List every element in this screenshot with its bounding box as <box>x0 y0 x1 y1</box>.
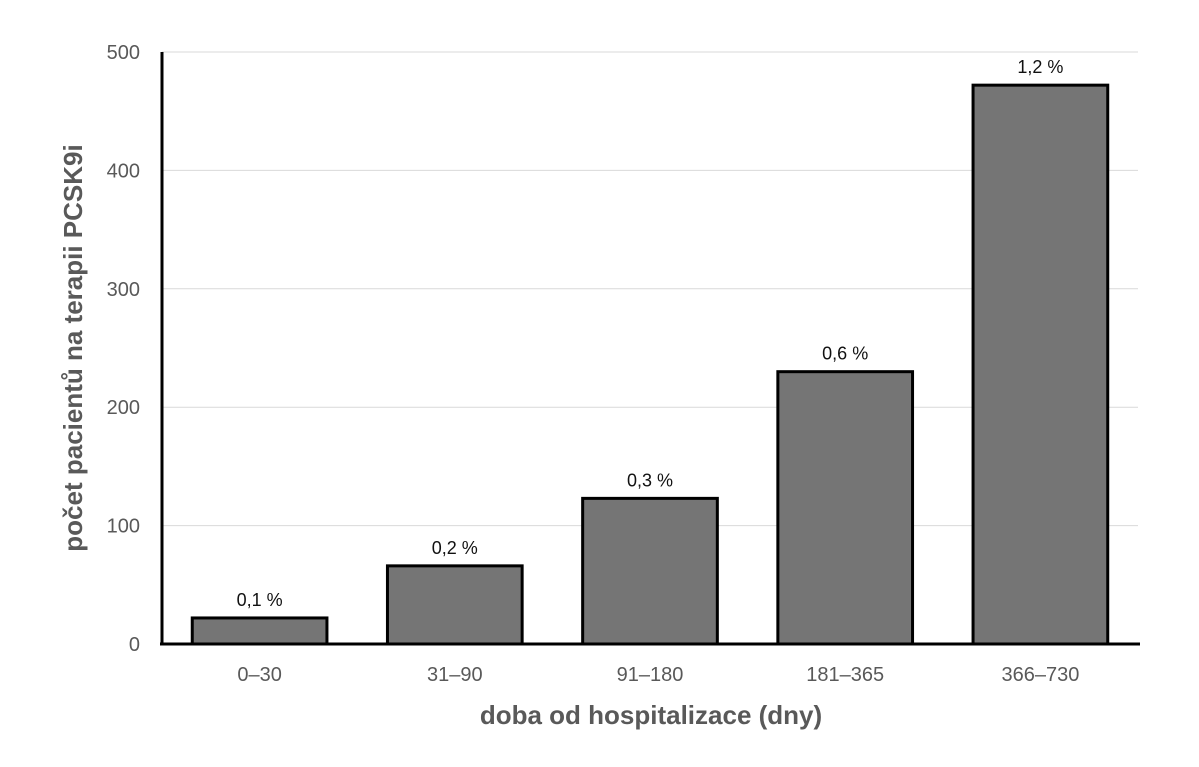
x-axis-ticks: 0–30 31–90 91–180 181–365 366–730 <box>237 664 1079 686</box>
bar-4 <box>971 83 1110 646</box>
bar-3 <box>776 370 915 646</box>
y-axis-ticks: 0 100 200 300 400 500 <box>107 42 140 656</box>
bars <box>190 83 1110 646</box>
x-tick-label-4: 366–730 <box>1001 664 1079 686</box>
x-tick-label-3: 181–365 <box>806 664 884 686</box>
data-label-0: 0,1 % <box>237 590 283 610</box>
bar-1 <box>385 564 524 646</box>
bar-2 <box>581 496 719 646</box>
bar-0 <box>190 616 329 646</box>
data-label-3: 0,6 % <box>822 344 868 364</box>
y-tick-label-3: 300 <box>107 279 140 301</box>
y-tick-label-5: 500 <box>107 42 140 64</box>
y-tick-label-4: 400 <box>107 160 140 182</box>
data-label-4: 1,2 % <box>1017 57 1063 77</box>
y-tick-label-2: 200 <box>107 397 140 419</box>
y-tick-label-0: 0 <box>129 634 140 656</box>
x-axis-title: doba od hospitalizace (dny) <box>480 700 822 730</box>
y-axis-title: počet pacientů na terapii PCSK9i <box>58 144 88 551</box>
data-labels: 0,1 % 0,2 % 0,3 % 0,6 % 1,2 % <box>237 57 1064 610</box>
x-tick-label-2: 91–180 <box>617 664 684 686</box>
data-label-1: 0,2 % <box>432 538 478 558</box>
x-tick-label-0: 0–30 <box>237 664 282 686</box>
x-tick-label-1: 31–90 <box>427 664 483 686</box>
data-label-2: 0,3 % <box>627 470 673 490</box>
y-tick-label-1: 100 <box>107 516 140 538</box>
